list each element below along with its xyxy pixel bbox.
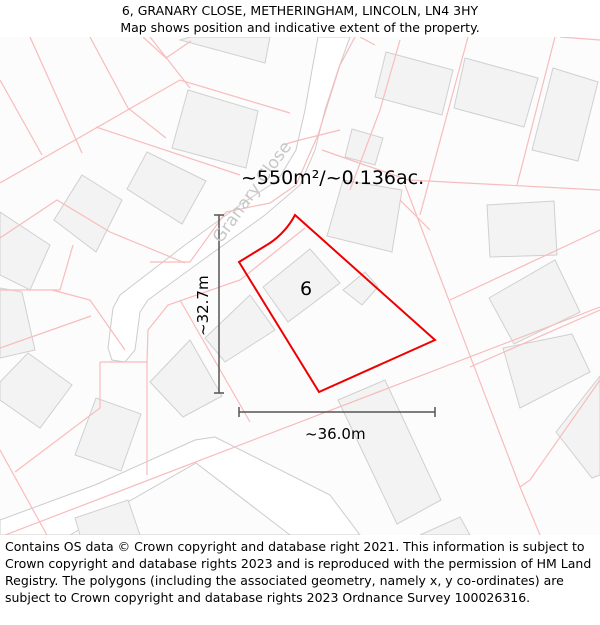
- copyright-footer: Contains OS data © Crown copyright and d…: [5, 539, 592, 605]
- width-measure-line: [238, 407, 436, 417]
- height-measure-label: ~32.7m: [194, 275, 212, 336]
- road-lower: [0, 436, 361, 535]
- property-address: 6, GRANARY CLOSE, METHERINGHAM, LINCOLN,…: [121, 3, 479, 18]
- map-subtitle: Map shows position and indicative extent…: [120, 20, 480, 35]
- map-canvas[interactable]: Granary Close ~550m²/~0.136ac. 6 ~32.7m …: [0, 37, 600, 535]
- plot-number: 6: [300, 278, 312, 300]
- width-measure-label: ~36.0m: [305, 425, 366, 443]
- height-measure-line: [214, 214, 224, 394]
- property-boundary[interactable]: [237, 213, 437, 394]
- area-label: ~550m²/~0.136ac.: [241, 167, 424, 189]
- map-header: 6, GRANARY CLOSE, METHERINGHAM, LINCOLN,…: [0, 0, 600, 37]
- land-boundaries: [0, 37, 600, 535]
